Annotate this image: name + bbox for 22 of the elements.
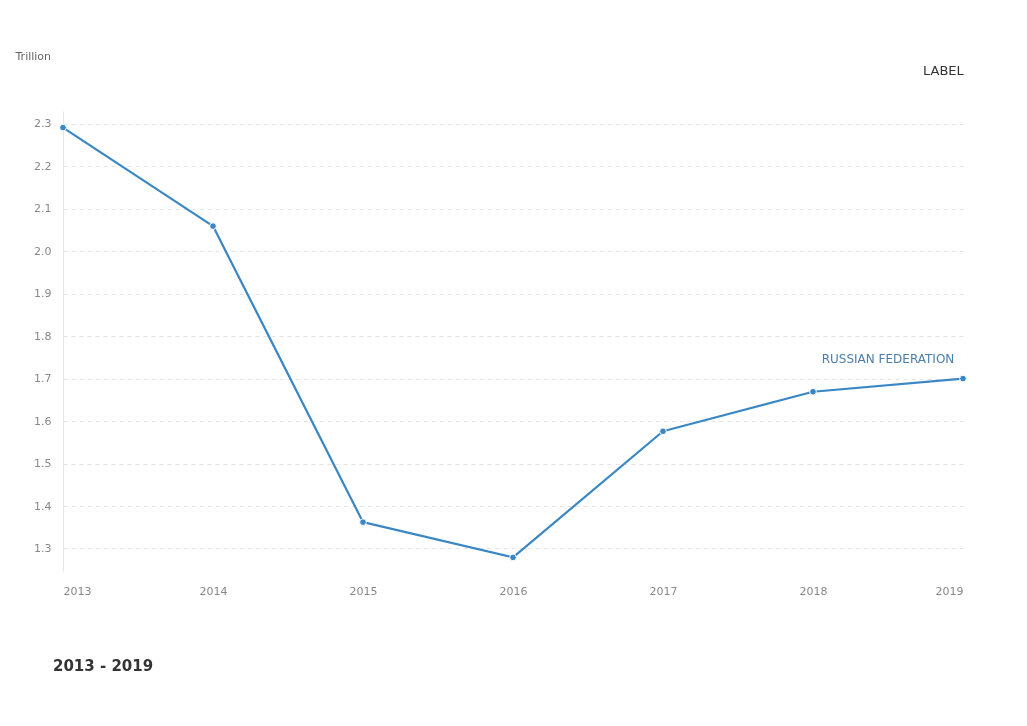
y-tick-label: 2.3 xyxy=(34,117,52,131)
y-tick-label: 1.4 xyxy=(34,499,52,513)
x-tick-label: 2015 xyxy=(349,584,378,598)
text: LABEL xyxy=(923,63,965,78)
x-tick-label: 2014 xyxy=(199,584,228,598)
x-tick-label: 2018 xyxy=(799,584,828,598)
y-tick-label: 2.2 xyxy=(34,159,52,173)
x-tick-label: 2019 xyxy=(935,584,964,598)
y-tick-label: 1.3 xyxy=(34,541,52,555)
y-tick-label: 1.5 xyxy=(34,457,52,471)
y-tick-label: 1.9 xyxy=(34,287,52,301)
y-tick-label: 1.6 xyxy=(34,414,52,428)
x-tick-label: 2017 xyxy=(649,584,678,598)
text: 2013 - 2019 xyxy=(53,657,154,675)
y-axis-title: Trillion xyxy=(14,49,52,63)
series-label: RUSSIAN FEDERATION xyxy=(821,351,955,366)
y-tick-label: 2.0 xyxy=(34,244,52,258)
x-tick-label: 2016 xyxy=(499,584,528,598)
x-tick-label: 2013 xyxy=(63,584,92,598)
y-tick-label: 1.8 xyxy=(34,329,52,343)
y-tick-label: 1.7 xyxy=(34,372,52,386)
y-tick-label: 2.1 xyxy=(34,202,52,216)
